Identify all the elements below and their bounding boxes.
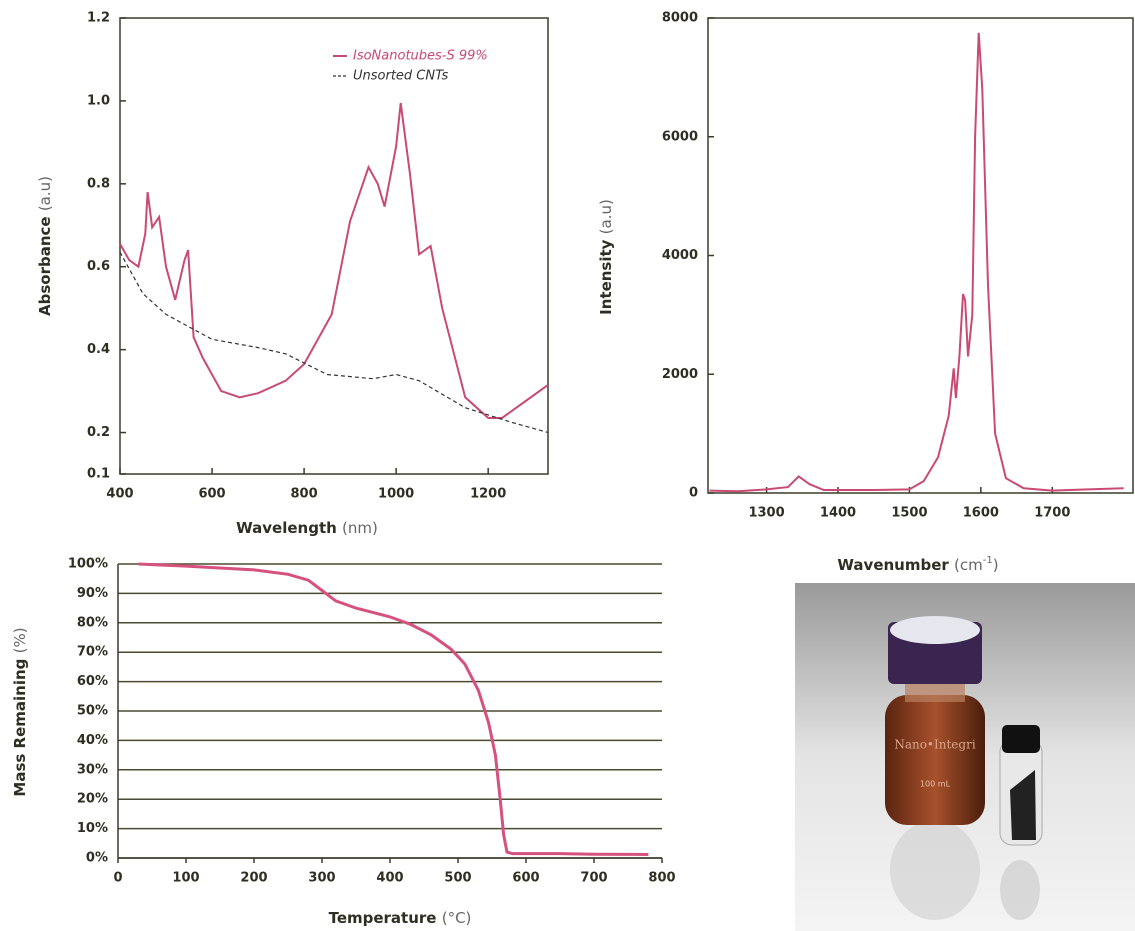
y-tick-label: 4000 xyxy=(662,248,698,263)
axis-title: Mass Remaining xyxy=(11,659,29,797)
axis-unit: (nm) xyxy=(342,519,378,537)
axis-title: Absorbance xyxy=(36,216,54,316)
axis-unit: (°C) xyxy=(442,909,472,927)
axis-title: Intensity xyxy=(597,239,615,315)
x-tick-label: 1000 xyxy=(378,487,414,502)
x-tick-label: 0 xyxy=(113,871,122,886)
cnt-film xyxy=(1010,770,1036,840)
y-tick-label: 0.1 xyxy=(87,467,110,482)
y-tick-label: 60% xyxy=(77,674,108,689)
y-tick-label: 50% xyxy=(77,704,108,719)
x-tick-label: 100 xyxy=(172,871,199,886)
x-tick-label: 300 xyxy=(308,871,335,886)
x-tick-label: 800 xyxy=(291,487,318,502)
x-tick-label: 600 xyxy=(512,871,539,886)
x-tick-label: 1300 xyxy=(748,506,784,521)
x-axis-label: Wavenumber (cm-1) xyxy=(837,555,998,574)
y-tick-label: 80% xyxy=(77,615,108,630)
y-tick-label: 0.2 xyxy=(87,425,110,440)
y-tick-label: 100% xyxy=(68,557,108,572)
legend-label: IsoNanotubes-S 99% xyxy=(353,49,488,64)
y-tick-label: 40% xyxy=(77,733,108,748)
x-tick-label: 500 xyxy=(444,871,471,886)
y-tick-label: 70% xyxy=(77,645,108,660)
y-tick-label: 6000 xyxy=(662,129,698,144)
axis-unit: (a.u) xyxy=(36,176,54,211)
x-tick-label: 1400 xyxy=(820,506,856,521)
axis-title: Wavenumber xyxy=(837,556,949,574)
y-tick-label: 0.6 xyxy=(87,259,110,274)
bottle xyxy=(885,695,985,825)
x-tick-label: 600 xyxy=(198,487,225,502)
x-axis-label: Temperature (°C) xyxy=(329,909,472,927)
y-tick-label: 0.4 xyxy=(87,342,110,357)
y-tick-label: 1.2 xyxy=(87,11,110,26)
axis-title: Temperature xyxy=(329,909,437,927)
axis-unit: ) xyxy=(993,556,999,574)
bottle-neck xyxy=(905,680,965,702)
axis-unit: (cm xyxy=(954,556,983,574)
axis-title: Wavelength xyxy=(236,519,337,537)
y-tick-label: 90% xyxy=(77,586,108,601)
legend-label: Unsorted CNTs xyxy=(353,69,449,84)
x-tick-label: 700 xyxy=(580,871,607,886)
y-tick-label: 1.0 xyxy=(87,93,110,108)
y-tick-label: 30% xyxy=(77,762,108,777)
plot-frame xyxy=(707,17,1134,494)
y-axis-label: Intensity (a.u) xyxy=(597,199,615,315)
reflection xyxy=(1000,860,1040,920)
data-line xyxy=(138,562,649,856)
photo-label: Nano•Integri xyxy=(894,738,975,752)
y-axis-label: Absorbance (a.u) xyxy=(36,176,54,316)
x-tick-label: 400 xyxy=(376,871,403,886)
plot-frame xyxy=(119,17,549,475)
x-tick-label: 1700 xyxy=(1034,506,1070,521)
y-tick-label: 0% xyxy=(86,851,108,866)
product-photo: Nano•Integri 100 mL xyxy=(795,583,1135,931)
x-tick-label: 1200 xyxy=(470,487,506,502)
x-tick-label: 1600 xyxy=(963,506,999,521)
data-line xyxy=(709,32,1124,493)
data-line xyxy=(119,251,549,434)
x-tick-label: 200 xyxy=(240,871,267,886)
reflection xyxy=(890,820,980,920)
x-axis-label: Wavelength (nm) xyxy=(236,519,378,537)
x-tick-label: 400 xyxy=(106,487,133,502)
vial-cap xyxy=(1002,725,1040,753)
y-tick-label: 2000 xyxy=(662,367,698,382)
y-tick-label: 20% xyxy=(77,792,108,807)
y-tick-label: 0 xyxy=(689,486,698,501)
y-axis-label: Mass Remaining (%) xyxy=(11,627,29,796)
photo-label: 100 mL xyxy=(920,780,951,789)
axis-unit: -1 xyxy=(983,555,993,566)
x-tick-label: 800 xyxy=(648,871,675,886)
x-tick-label: 1500 xyxy=(891,506,927,521)
data-line xyxy=(119,102,549,419)
y-tick-label: 10% xyxy=(77,821,108,836)
y-tick-label: 0.8 xyxy=(87,176,110,191)
cap-top xyxy=(890,616,980,644)
axis-unit: (a.u) xyxy=(597,199,615,234)
axis-unit: (%) xyxy=(11,627,29,653)
y-tick-label: 8000 xyxy=(662,11,698,26)
